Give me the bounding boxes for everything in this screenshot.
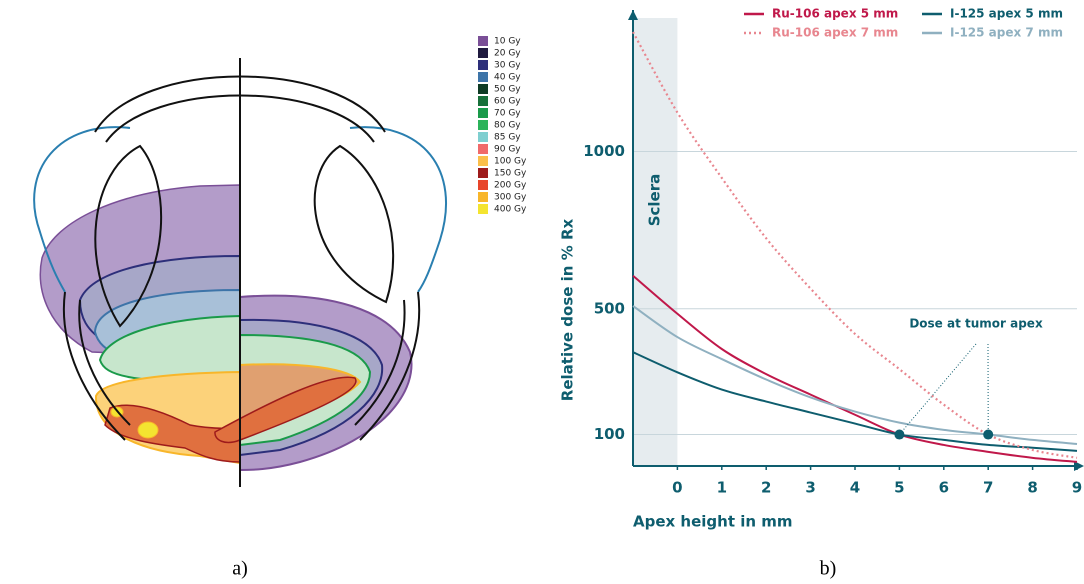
x-tick-label: 3 [805,479,815,497]
sclera-arc [63,291,421,441]
legend-swatch [478,84,488,94]
legend-label: 300 Gy [494,193,527,203]
legend-label: 100 Gy [494,157,527,167]
legend-swatch [478,60,488,70]
legend-label: 30 Gy [494,61,521,71]
x-tick-label: 9 [1072,479,1082,497]
lens [94,144,163,328]
annotation: Dose at tumor apex [909,317,1043,331]
legend-swatch [478,204,488,214]
legend-label: 50 Gy [494,85,521,95]
caption: a) [232,558,248,580]
legend-label: 85 Gy [494,133,521,143]
isodose-200 [214,376,357,444]
legend-label: 40 Gy [494,73,521,83]
legend-label: 200 Gy [494,181,527,191]
lens [313,144,395,304]
legend-label: I-125 apex 5 mm [950,7,1063,21]
legend-label: 80 Gy [494,121,521,131]
legend-label: 70 Gy [494,109,521,119]
y-tick-label: 500 [594,299,625,317]
y-tick-label: 100 [594,425,625,443]
legend-swatch [478,96,488,106]
legend-swatch [478,180,488,190]
marker [983,429,994,440]
x-tick-label: 0 [672,479,682,497]
chart: Sclera 100 500 1000 0 1 2 3 4 5 6 7 8 9 Apex height in… [559,7,1084,531]
legend-label: 400 Gy [494,205,527,215]
legend-swatch [478,168,488,178]
legend-swatch [478,156,488,166]
isodose-400 [137,421,159,439]
legend-label: 150 Gy [494,169,527,179]
legend-swatch [478,72,488,82]
legend-swatch [478,132,488,142]
x-tick-label: 4 [850,479,860,497]
x-tick-label: 2 [761,479,771,497]
x-tick-label: 6 [939,479,949,497]
legend-label: 90 Gy [494,145,521,155]
axis-arrow [1074,461,1084,471]
series-line [632,274,1078,463]
axis-arrow [628,10,638,20]
legend-swatch [478,48,488,58]
series-line [632,351,1078,452]
legend-swatch [478,120,488,130]
legend-swatch [478,36,488,46]
series-line [632,31,1078,459]
region-label: Sclera [646,174,664,227]
legend-label: 60 Gy [494,97,521,107]
x-tick-label: 1 [717,479,727,497]
legend-label: 20 Gy [494,49,521,59]
eye-outline [33,126,447,293]
x-tick-label: 5 [894,479,904,497]
legend-label: 10 Gy [494,37,521,47]
legend-label: Ru-106 apex 7 mm [772,26,898,40]
x-tick-label: 8 [1027,479,1037,497]
y-axis-title: Relative dose in % Rx [559,218,577,401]
legend-swatch [478,144,488,154]
eye-diagram [33,58,447,487]
series-line [632,305,1078,445]
legend-swatch [478,108,488,118]
x-tick-label: 7 [983,479,993,497]
y-tick-label: 1000 [583,142,625,160]
caption: b) [820,558,837,580]
legend-swatch [478,192,488,202]
legend-label: I-125 apex 7 mm [950,26,1063,40]
legend-label: Ru-106 apex 5 mm [772,7,898,21]
sclera-region [633,18,678,466]
x-axis-title: Apex height in mm [633,513,793,531]
dose-legend: 10 Gy 20 Gy 30 Gy 40 Gy 50 Gy 60 Gy 70 Gy 80 Gy… [478,36,527,215]
marker [894,429,905,440]
